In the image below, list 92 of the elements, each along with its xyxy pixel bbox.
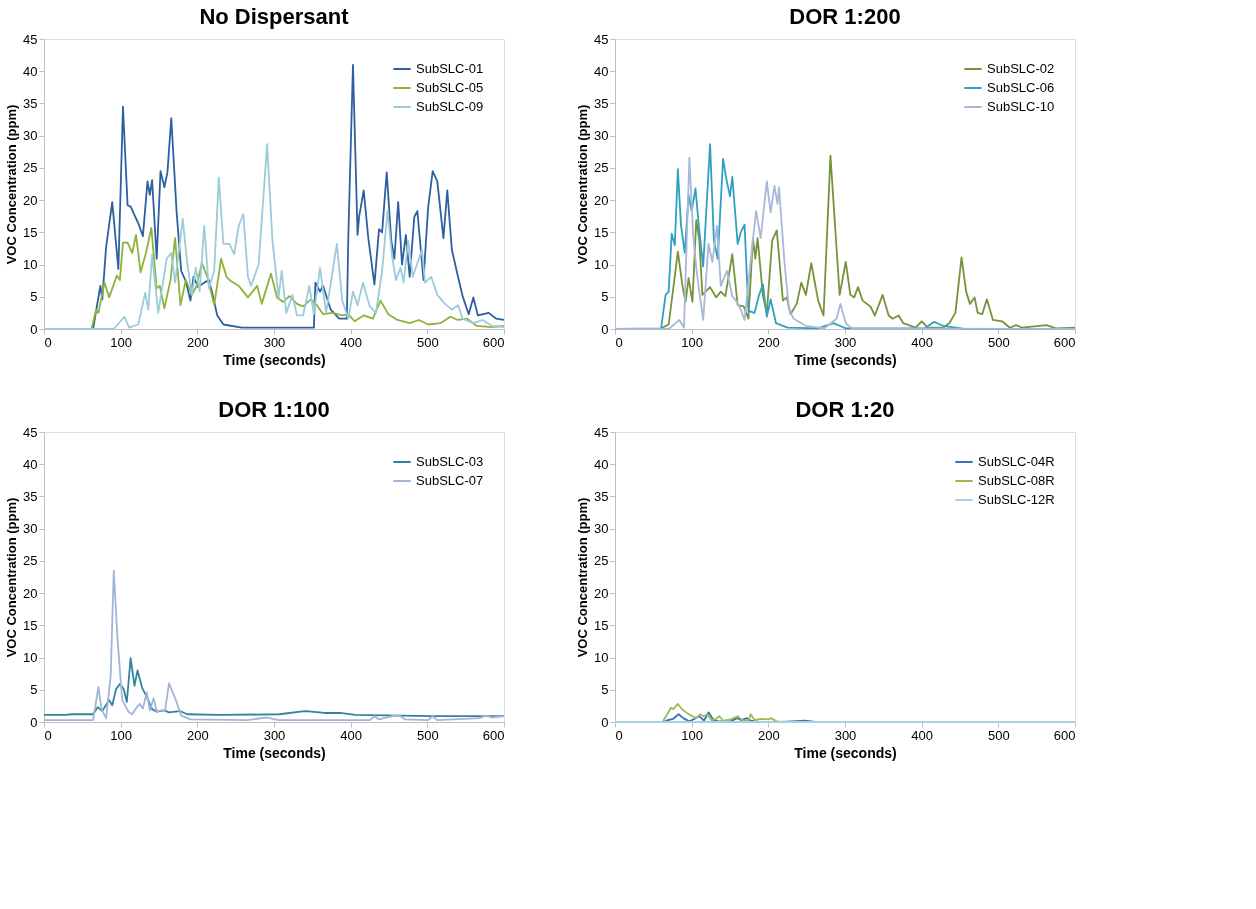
x-tick-label: 500	[987, 727, 1010, 743]
x-tick-label: 200	[757, 727, 780, 743]
x-tick-label: 300	[834, 727, 857, 743]
x-tick-label: 0	[44, 334, 52, 350]
y-tick-label: 25	[594, 160, 609, 176]
y-tick-label: 10	[23, 257, 38, 273]
x-tick-label: 600	[1053, 334, 1076, 350]
y-tick-label: 45	[594, 31, 609, 47]
chart-title: DOR 1:100	[218, 397, 330, 422]
y-tick-label: 0	[601, 714, 609, 730]
x-tick-label: 400	[911, 727, 934, 743]
x-tick-label: 200	[757, 334, 780, 350]
y-tick-label: 0	[30, 321, 38, 337]
y-tick-label: 45	[23, 31, 38, 47]
chart-title: DOR 1:200	[789, 4, 901, 29]
x-tick-label: 100	[681, 727, 704, 743]
x-tick-label: 300	[834, 334, 857, 350]
x-axis-title: Time (seconds)	[794, 744, 897, 761]
x-tick-label: 200	[186, 727, 209, 743]
y-axis-title: VOC Concentration (ppm)	[575, 497, 591, 658]
y-tick-label: 15	[23, 617, 38, 633]
x-axis-title: Time (seconds)	[223, 351, 326, 368]
y-axis-title: VOC Concentration (ppm)	[4, 497, 20, 658]
y-tick-label: 30	[23, 521, 38, 537]
y-tick-label: 40	[594, 63, 609, 79]
legend-label: SubSLC-08R	[978, 473, 1055, 488]
x-tick-label: 400	[340, 334, 363, 350]
legend-label: SubSLC-05	[416, 80, 484, 95]
line-series	[43, 657, 505, 718]
y-tick-label: 25	[594, 553, 609, 569]
x-axis-title: Time (seconds)	[223, 744, 326, 761]
y-tick-label: 10	[594, 650, 609, 666]
legend-label: SubSLC-12R	[978, 492, 1055, 507]
x-tick-label: 300	[263, 334, 286, 350]
legend-label: SubSLC-03	[416, 454, 484, 469]
y-tick-label: 5	[601, 682, 609, 698]
x-tick-label: 600	[482, 334, 505, 350]
y-tick-label: 30	[594, 128, 609, 144]
x-tick-label: 0	[44, 727, 52, 743]
y-tick-label: 5	[601, 289, 609, 305]
y-tick-label: 35	[23, 95, 38, 111]
y-tick-label: 0	[30, 714, 38, 730]
x-tick-label: 300	[263, 727, 286, 743]
y-tick-label: 25	[23, 160, 38, 176]
x-tick-label: 400	[340, 727, 363, 743]
x-tick-label: 100	[681, 334, 704, 350]
x-axis-title: Time (seconds)	[794, 351, 897, 368]
y-tick-label: 5	[30, 289, 38, 305]
y-tick-label: 20	[594, 192, 609, 208]
x-tick-label: 0	[615, 727, 623, 743]
x-tick-label: 100	[110, 334, 133, 350]
y-tick-label: 25	[23, 553, 38, 569]
y-tick-label: 45	[23, 424, 38, 440]
legend-label: SubSLC-09	[416, 99, 484, 114]
y-tick-label: 30	[23, 128, 38, 144]
legend-label: SubSLC-02	[987, 61, 1055, 76]
y-tick-label: 40	[23, 63, 38, 79]
x-tick-label: 200	[186, 334, 209, 350]
legend-label: SubSLC-07	[416, 473, 484, 488]
legend-label: SubSLC-04R	[978, 454, 1055, 469]
y-axis-title: VOC Concentration (ppm)	[4, 104, 20, 265]
chart-title: No Dispersant	[199, 4, 350, 29]
chart-title: DOR 1:20	[795, 397, 895, 422]
x-tick-label: 500	[416, 727, 439, 743]
y-tick-label: 15	[23, 224, 38, 240]
y-tick-label: 10	[23, 650, 38, 666]
x-tick-label: 500	[987, 334, 1010, 350]
y-tick-label: 35	[594, 95, 609, 111]
y-tick-label: 35	[594, 488, 609, 504]
y-tick-label: 20	[23, 192, 38, 208]
x-tick-label: 500	[416, 334, 439, 350]
x-tick-label: 600	[1053, 727, 1076, 743]
legend-label: SubSLC-06	[987, 80, 1055, 95]
y-tick-label: 15	[594, 224, 609, 240]
x-tick-label: 0	[615, 334, 623, 350]
y-tick-label: 35	[23, 488, 38, 504]
y-tick-label: 30	[594, 521, 609, 537]
x-tick-label: 600	[482, 727, 505, 743]
x-tick-label: 100	[110, 727, 133, 743]
y-tick-label: 0	[601, 321, 609, 337]
y-tick-label: 5	[30, 682, 38, 698]
legend-label: SubSLC-10	[987, 99, 1055, 114]
y-tick-label: 10	[594, 257, 609, 273]
x-tick-label: 400	[911, 334, 934, 350]
y-axis-title: VOC Concentration (ppm)	[575, 104, 591, 265]
y-tick-label: 40	[23, 456, 38, 472]
y-tick-label: 20	[23, 585, 38, 601]
legend-label: SubSLC-01	[416, 61, 484, 76]
y-tick-label: 45	[594, 424, 609, 440]
y-tick-label: 20	[594, 585, 609, 601]
y-tick-label: 15	[594, 617, 609, 633]
y-tick-label: 40	[594, 456, 609, 472]
